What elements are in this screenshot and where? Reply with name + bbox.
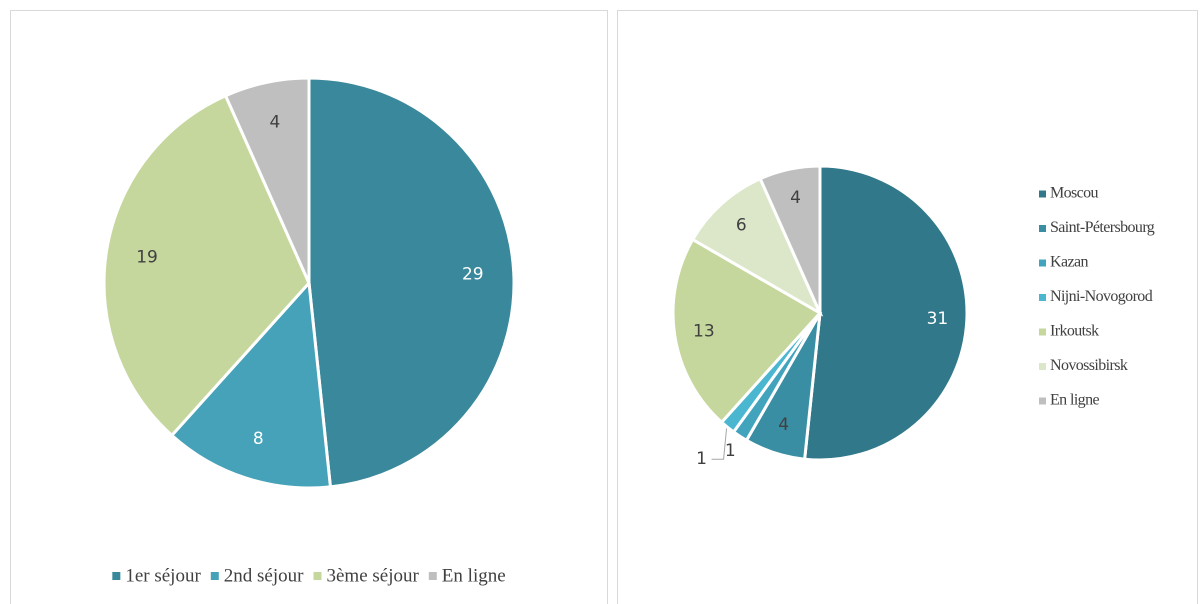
legend-label: 2nd séjour xyxy=(224,565,304,586)
pie-slice xyxy=(758,164,822,314)
data-label: 4 xyxy=(790,188,801,208)
legend-swatch xyxy=(1039,225,1046,232)
data-label: 4 xyxy=(269,113,280,133)
legend-swatch xyxy=(313,572,322,580)
legend-label: Moscou xyxy=(1050,185,1099,202)
legend-label: En ligne xyxy=(442,565,506,586)
leader-line xyxy=(711,428,728,460)
data-label: 13 xyxy=(693,321,715,341)
legend-swatch xyxy=(1039,363,1046,370)
legend-label: Saint-Pétersbourg xyxy=(1050,219,1155,236)
legend-swatch xyxy=(1039,397,1046,405)
legend-swatch xyxy=(210,572,219,580)
pie-slice xyxy=(307,76,516,489)
data-label: 1 xyxy=(696,449,707,469)
legend-label: 1er séjour xyxy=(125,565,201,586)
legend: 1er séjour 2nd séjour 3ème séjour En ligne xyxy=(112,565,506,586)
legend-label: Nijni-Novogorod xyxy=(1050,288,1153,305)
legend-label: 3ème séjour xyxy=(326,565,419,586)
pie-slice xyxy=(802,164,969,462)
legend-swatch xyxy=(428,572,437,580)
pie-slice xyxy=(671,237,823,425)
legend-swatch xyxy=(112,572,121,580)
legend-label: Irkoutsk xyxy=(1050,323,1099,340)
pie-slice xyxy=(223,76,311,284)
data-label: 29 xyxy=(462,264,484,284)
data-label: 1 xyxy=(725,441,736,461)
legend-swatch xyxy=(1039,259,1046,267)
legend-label: Kazan xyxy=(1050,254,1088,271)
data-label: 8 xyxy=(253,429,264,449)
pie-slice xyxy=(102,93,311,438)
legend-label: Novossibirsk xyxy=(1050,357,1128,374)
pie-slice xyxy=(169,279,333,490)
legend-swatch xyxy=(1039,294,1046,301)
legend-label: En ligne xyxy=(1050,392,1099,409)
legend-swatch xyxy=(1039,328,1046,336)
legend-swatch xyxy=(1039,190,1046,198)
data-label: 6 xyxy=(736,216,747,236)
pie-slice xyxy=(690,176,824,317)
data-label: 19 xyxy=(136,247,158,267)
data-label: 31 xyxy=(927,309,949,329)
data-label: 4 xyxy=(778,415,789,435)
